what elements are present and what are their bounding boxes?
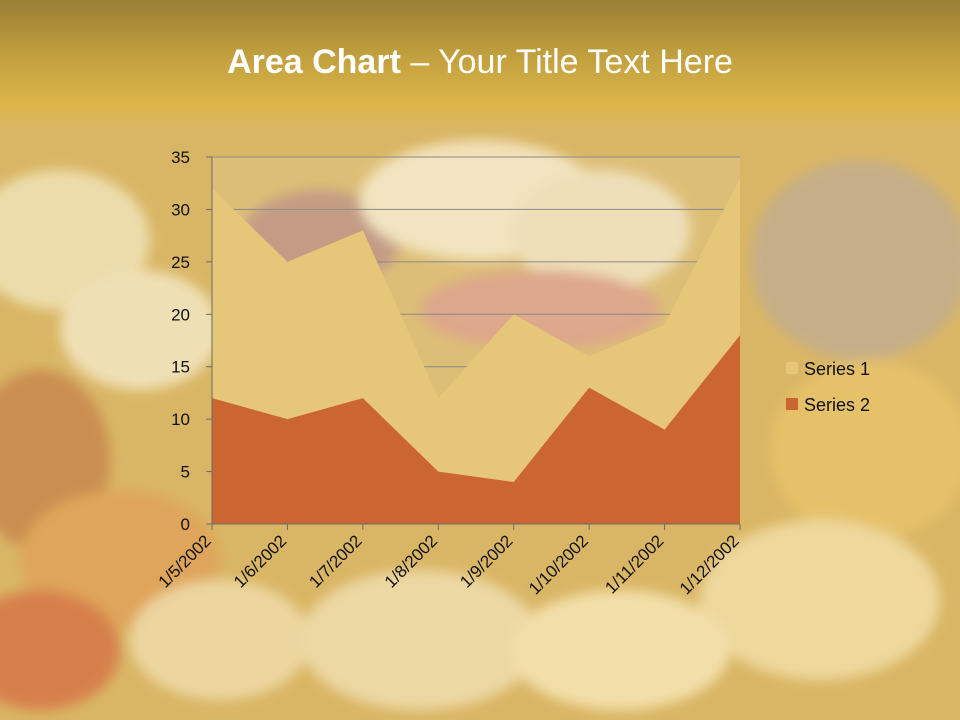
x-tick-label: 1/10/2002 xyxy=(525,531,592,598)
y-tick-label: 10 xyxy=(171,410,190,429)
legend-swatch-series-1 xyxy=(786,362,798,374)
legend-label-series-2: Series 2 xyxy=(804,395,870,415)
x-tick-label: 1/5/2002 xyxy=(155,531,215,591)
legend-label-series-1: Series 1 xyxy=(804,359,870,379)
x-tick-label: 1/11/2002 xyxy=(601,531,667,597)
x-tick-label: 1/6/2002 xyxy=(230,531,290,591)
slide-title-rest: – Your Title Text Here xyxy=(400,43,733,81)
x-tick-label: 1/9/2002 xyxy=(456,531,516,591)
legend-swatch-series-2 xyxy=(786,398,798,410)
y-tick-label: 20 xyxy=(171,305,190,324)
y-tick-label: 30 xyxy=(171,200,190,219)
x-tick-label: 1/8/2002 xyxy=(381,531,441,591)
y-tick-label: 0 xyxy=(181,515,190,534)
slide-title: Area Chart – Your Title Text Here xyxy=(0,40,960,84)
y-tick-label: 25 xyxy=(171,253,190,272)
area-series-2 xyxy=(212,335,740,524)
title-band xyxy=(0,0,960,130)
y-tick-label: 35 xyxy=(171,148,190,167)
x-tick-label: 1/7/2002 xyxy=(305,531,365,591)
slide-title-bold: Area Chart xyxy=(227,43,401,81)
y-tick-label: 5 xyxy=(181,463,190,482)
y-tick-label: 15 xyxy=(171,358,190,377)
x-tick-label: 1/12/2002 xyxy=(676,531,743,598)
